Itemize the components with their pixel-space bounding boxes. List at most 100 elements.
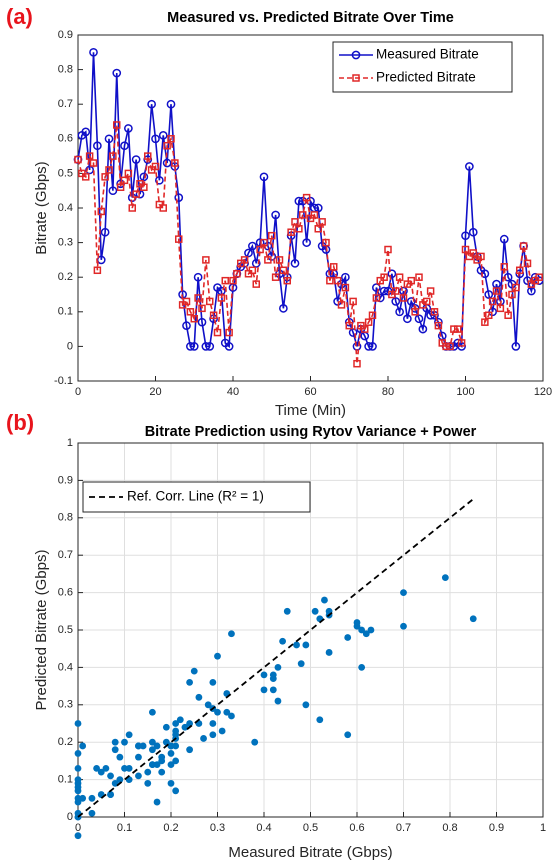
point: [135, 753, 142, 761]
marker: [326, 276, 334, 285]
point: [74, 764, 82, 772]
point: [186, 678, 194, 686]
marker: [248, 266, 257, 275]
marker: [194, 294, 202, 302]
marker: [147, 99, 156, 109]
point: [107, 791, 114, 798]
point: [302, 641, 310, 649]
legend-box: [332, 41, 513, 93]
point: [176, 716, 184, 724]
points: [74, 574, 477, 840]
marker: [275, 256, 284, 264]
marker: [166, 99, 176, 109]
point: [162, 723, 170, 731]
marker: [174, 193, 184, 202]
marker: [112, 68, 122, 78]
point: [209, 720, 217, 727]
marker: [256, 245, 264, 254]
x-tick-label: 0.6: [349, 822, 364, 834]
marker: [190, 314, 198, 323]
marker: [251, 259, 261, 268]
x-axis-label: Time (Min): [275, 402, 346, 419]
marker: [349, 297, 357, 306]
point: [74, 794, 82, 802]
point: [200, 735, 207, 742]
legend-label: Ref. Corr. Line (R² = 1): [127, 489, 264, 504]
marker: [469, 249, 477, 257]
point: [79, 794, 87, 802]
marker: [205, 342, 215, 351]
marker: [314, 225, 322, 233]
point: [102, 764, 110, 772]
marker: [140, 183, 148, 191]
x-tick-label: 20: [149, 386, 161, 398]
point: [167, 750, 175, 757]
y-axis-label: Predicted Bitrate (Gbps): [33, 550, 50, 711]
marker: [353, 359, 361, 368]
marker: [167, 135, 175, 143]
x-tick-label: 0.4: [256, 822, 271, 834]
point: [107, 772, 114, 780]
marker: [224, 342, 234, 351]
y-tick-label: 0.6: [58, 133, 73, 145]
point: [121, 738, 128, 746]
marker: [186, 308, 195, 316]
marker: [511, 342, 521, 351]
marker: [341, 272, 350, 282]
marker: [395, 307, 404, 317]
panel-label: (b): [6, 410, 34, 435]
marker: [423, 297, 431, 306]
point: [181, 723, 189, 731]
marker: [411, 308, 419, 316]
marker: [101, 173, 109, 181]
marker: [97, 207, 105, 216]
y-tick-label: 0.5: [58, 167, 73, 179]
marker: [313, 203, 323, 213]
point: [190, 667, 198, 675]
point: [283, 607, 291, 615]
marker: [233, 269, 241, 278]
marker: [217, 294, 226, 302]
marker: [418, 324, 428, 334]
point: [358, 664, 366, 671]
legend-marker: [351, 50, 361, 60]
x-tick-label: 100: [456, 386, 474, 398]
point: [149, 738, 156, 746]
legend-marker: [352, 74, 360, 82]
point: [74, 787, 82, 795]
point: [186, 746, 194, 754]
marker: [132, 190, 140, 198]
marker: [206, 297, 214, 306]
marker: [182, 297, 191, 306]
marker: [415, 273, 423, 281]
x-tick-label: 0: [75, 386, 81, 398]
point: [195, 693, 203, 701]
marker: [500, 263, 508, 271]
marker: [330, 263, 338, 271]
marker: [271, 210, 280, 220]
point: [167, 779, 175, 787]
marker: [345, 321, 353, 330]
point: [325, 649, 333, 656]
point: [97, 768, 105, 776]
point: [214, 652, 221, 660]
marker: [268, 231, 276, 240]
marker: [198, 304, 206, 313]
marker: [209, 311, 218, 320]
marker: [225, 328, 233, 337]
marker: [213, 328, 222, 337]
x-tick-label: 0.3: [210, 822, 225, 834]
x-tick-label: 0.9: [489, 822, 504, 834]
marker: [512, 283, 520, 292]
point: [274, 664, 282, 671]
marker: [279, 266, 288, 275]
marker: [186, 342, 195, 351]
marker: [465, 162, 474, 171]
x-tick-label: 0: [75, 822, 81, 834]
marker: [364, 342, 373, 351]
point: [344, 731, 352, 739]
marker: [163, 141, 171, 150]
point: [167, 761, 175, 769]
marker: [291, 218, 299, 226]
marker: [372, 283, 381, 292]
